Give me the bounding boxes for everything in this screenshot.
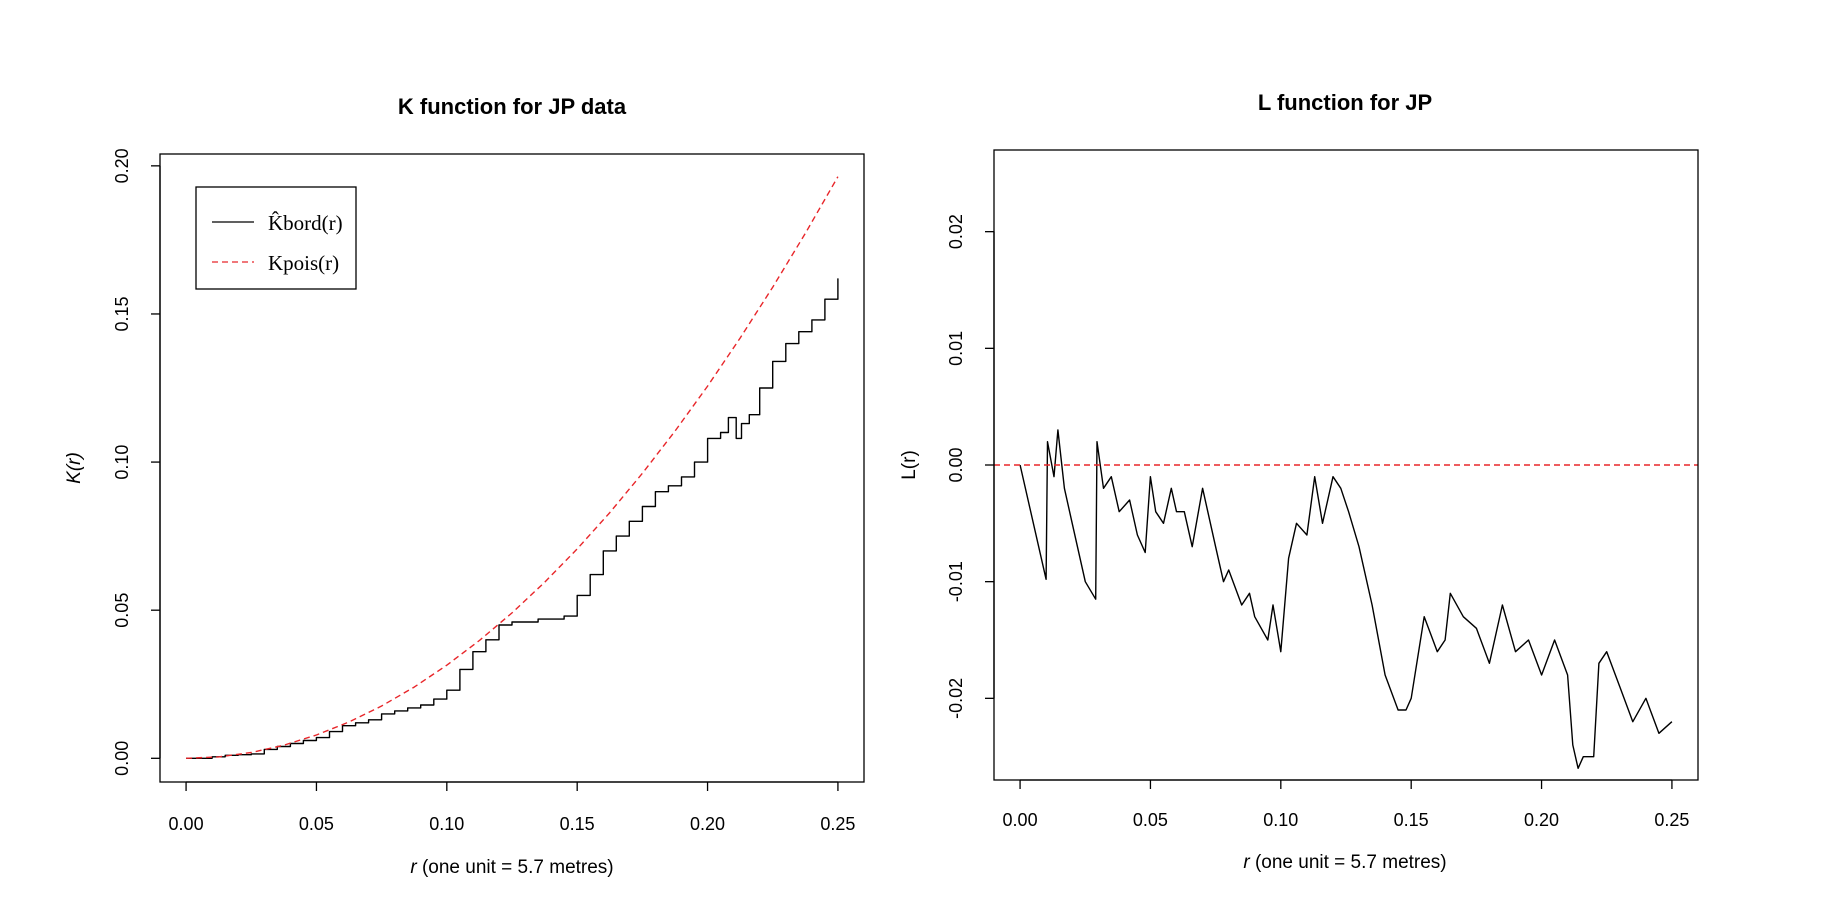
l-x-axis-label-text: (one unit = 5.7 metres): [1250, 852, 1447, 873]
l-x-tick-label: 0.15: [1394, 810, 1429, 830]
k-legend-box: [195, 186, 357, 290]
k-x-tick-label: 0.15: [560, 814, 595, 834]
k-y-tick-label: 0.15: [112, 296, 132, 331]
l-y-tick-label: -0.01: [946, 561, 966, 602]
k-x-axis-label: r (one unit = 5.7 metres): [410, 857, 613, 878]
k-series-k-pois-r-: [186, 176, 839, 759]
k-x-axis-label-text: (one unit = 5.7 metres): [417, 857, 614, 878]
l-x-tick-label: 0.00: [1003, 810, 1038, 830]
k-x-tick-label: 0.10: [429, 814, 464, 834]
l-x-tick-label: 0.05: [1133, 810, 1168, 830]
l-x-axis-label-var: r: [1243, 852, 1250, 873]
k-y-tick-label: 0.20: [112, 148, 132, 183]
k-x-tick-label: 0.00: [169, 814, 204, 834]
l-series-l-r-: [1019, 429, 1673, 769]
k-x-tick-label: 0.05: [299, 814, 334, 834]
l-y-axis-label: L(r): [899, 450, 920, 480]
k-legend: K̂bord(r) Kpois(r): [195, 186, 357, 290]
l-x-axis: 0.00 0.05 0.10 0.15 0.20 0.25: [1003, 779, 1689, 830]
k-y-tick-label: 0.00: [112, 741, 132, 776]
k-x-axis: 0.00 0.05 0.10 0.15 0.20 0.25: [169, 781, 855, 834]
k-y-axis-label: K(r): [64, 452, 85, 484]
k-plot-area: [186, 176, 839, 759]
l-plot-area: [994, 429, 1698, 769]
l-y-tick-label: 0.00: [946, 447, 966, 482]
l-function-panel: L function for JP 0.00 0.05 0.10 0.15 0.20 0.…: [899, 90, 1699, 873]
k-x-tick-label: 0.25: [820, 814, 855, 834]
l-x-axis-label: r (one unit = 5.7 metres): [1243, 852, 1446, 873]
l-chart-title: L function for JP: [1258, 90, 1432, 115]
k-y-tick-label: 0.05: [112, 593, 132, 628]
l-x-tick-label: 0.20: [1524, 810, 1559, 830]
k-x-axis-label-var: r: [410, 857, 417, 878]
k-series-k-bord-r-: [186, 278, 839, 759]
k-legend-label-observed: K̂bord(r): [268, 211, 343, 235]
l-x-tick-label: 0.10: [1263, 810, 1298, 830]
l-x-tick-label: 0.25: [1654, 810, 1689, 830]
l-y-tick-label: 0.02: [946, 214, 966, 249]
l-y-axis: -0.02 -0.01 0.00 0.01 0.02: [946, 214, 995, 719]
k-legend-label-poisson: Kpois(r): [268, 251, 339, 275]
k-function-panel: K function for JP data 0.00 0.05 0.10 0.15 0…: [64, 94, 865, 878]
k-x-tick-label: 0.20: [690, 814, 725, 834]
k-y-tick-label: 0.10: [112, 445, 132, 480]
k-y-axis: 0.00 0.05 0.10 0.15 0.20: [112, 148, 161, 776]
l-y-tick-label: -0.02: [946, 678, 966, 719]
l-y-tick-label: 0.01: [946, 331, 966, 366]
k-chart-title: K function for JP data: [398, 94, 627, 119]
